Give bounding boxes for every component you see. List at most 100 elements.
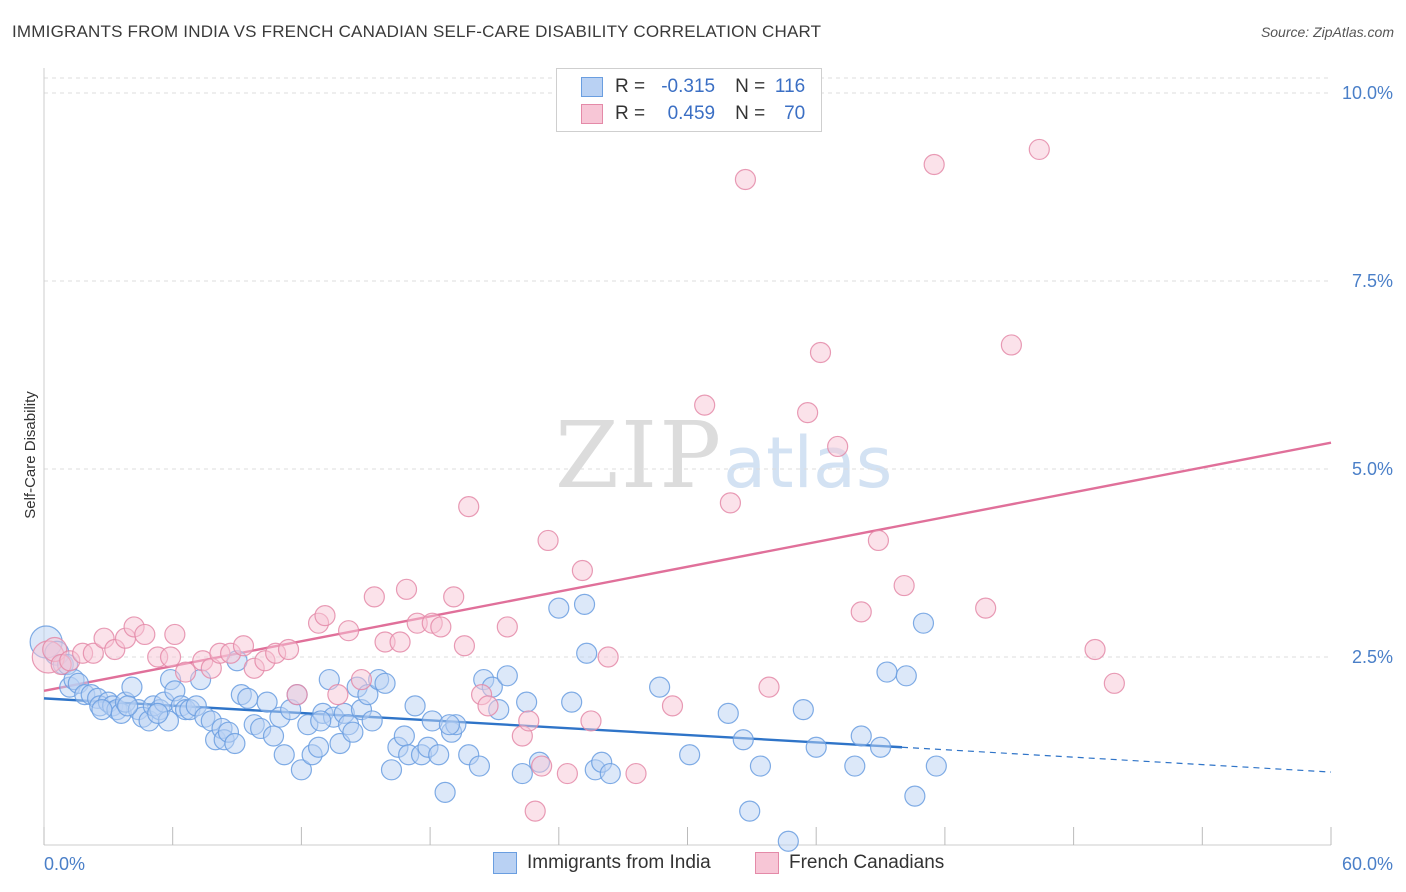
data-point — [599, 762, 621, 785]
data-point — [174, 661, 197, 683]
data-point — [453, 635, 476, 657]
data-point — [117, 695, 139, 717]
data-point — [537, 529, 559, 552]
data-point — [1084, 638, 1106, 661]
data-point — [571, 559, 593, 582]
legend-row-india: R = -0.315 N = 116 — [581, 74, 805, 100]
data-point — [904, 785, 926, 807]
data-point — [421, 710, 443, 732]
data-point — [576, 642, 598, 664]
legend-n-label: N = — [735, 103, 766, 124]
series-legend-india[interactable]: Immigrants from India — [493, 852, 711, 874]
data-point — [256, 691, 278, 713]
data-point — [597, 646, 619, 668]
data-point — [524, 800, 546, 822]
series-legend-french-canadian[interactable]: French Canadians — [755, 852, 944, 874]
data-point — [286, 684, 308, 706]
data-point — [159, 646, 182, 668]
legend-n-label: N = — [735, 76, 766, 97]
data-point — [850, 725, 872, 747]
data-point — [867, 529, 890, 552]
x-tick-label: 60.0% — [1342, 854, 1393, 874]
data-points — [29, 138, 1125, 852]
data-point — [224, 732, 246, 755]
data-point — [262, 725, 285, 747]
source-label: Source: ZipAtlas.com — [1260, 24, 1394, 40]
series-swatch-french-canadian — [755, 852, 779, 874]
tick-labels: 2.5% 5.0% 7.5% 10.0% 0.0% 60.0% — [44, 83, 1393, 874]
legend-row-french-canadian: R = 0.459 N = 70 — [581, 101, 805, 127]
data-point — [134, 623, 156, 646]
data-point — [895, 665, 917, 687]
data-point — [809, 341, 832, 364]
data-point — [758, 676, 780, 698]
data-point — [496, 665, 518, 687]
trend-line — [43, 441, 1332, 693]
legend-swatch-french-canadian — [581, 104, 603, 124]
legend-swatch-india — [581, 77, 603, 97]
data-point — [363, 586, 385, 608]
data-point — [337, 620, 360, 642]
data-point — [679, 744, 701, 766]
data-point — [327, 684, 349, 706]
data-point — [1103, 672, 1125, 694]
data-point — [91, 699, 113, 721]
y-tick-label: 10.0% — [1342, 83, 1393, 103]
data-point — [438, 714, 461, 736]
data-point — [805, 736, 827, 758]
data-point — [393, 725, 415, 747]
data-point — [232, 635, 255, 657]
data-point — [661, 695, 684, 717]
data-point — [625, 762, 647, 785]
data-point — [430, 616, 452, 638]
data-point — [350, 668, 373, 691]
data-point — [876, 661, 898, 683]
series-points-1 — [31, 138, 1125, 822]
data-point — [310, 710, 332, 732]
series-legend-label: French Canadians — [789, 852, 945, 873]
series-swatch-india — [493, 852, 517, 874]
data-point — [923, 153, 945, 176]
data-point — [434, 781, 456, 803]
data-point — [380, 759, 403, 781]
data-point — [342, 721, 364, 743]
trend-line-extension — [901, 746, 1332, 773]
legend-r-value: -0.315 — [661, 76, 716, 97]
grid-lines — [44, 77, 1331, 658]
data-point — [975, 597, 997, 619]
data-point — [147, 702, 169, 725]
data-point — [518, 710, 540, 732]
data-point — [694, 394, 716, 416]
data-point — [869, 736, 892, 758]
data-point — [314, 605, 336, 627]
legend-r-label: R = — [615, 76, 646, 97]
data-point — [649, 676, 671, 698]
series-points-0 — [29, 593, 947, 852]
data-point — [82, 642, 104, 664]
legend-n-value: 116 — [774, 76, 806, 97]
data-point — [734, 168, 757, 191]
data-point — [732, 729, 754, 751]
data-point — [277, 638, 300, 661]
data-point — [580, 710, 602, 732]
data-point — [777, 830, 799, 852]
data-point — [395, 578, 418, 600]
y-tick-label: 2.5% — [1352, 647, 1393, 667]
data-point — [912, 612, 935, 634]
data-point — [273, 744, 295, 766]
data-point — [893, 574, 915, 597]
axes — [43, 68, 1332, 846]
data-point — [561, 691, 583, 713]
data-point — [164, 623, 186, 646]
data-point — [827, 435, 849, 458]
data-point — [925, 755, 947, 777]
data-point — [374, 672, 396, 694]
legend-n-value: 70 — [784, 103, 806, 124]
data-point — [548, 597, 570, 619]
data-point — [1000, 334, 1022, 356]
data-point — [844, 755, 866, 777]
data-point — [404, 695, 426, 717]
data-point — [749, 755, 772, 777]
data-point — [511, 762, 533, 785]
